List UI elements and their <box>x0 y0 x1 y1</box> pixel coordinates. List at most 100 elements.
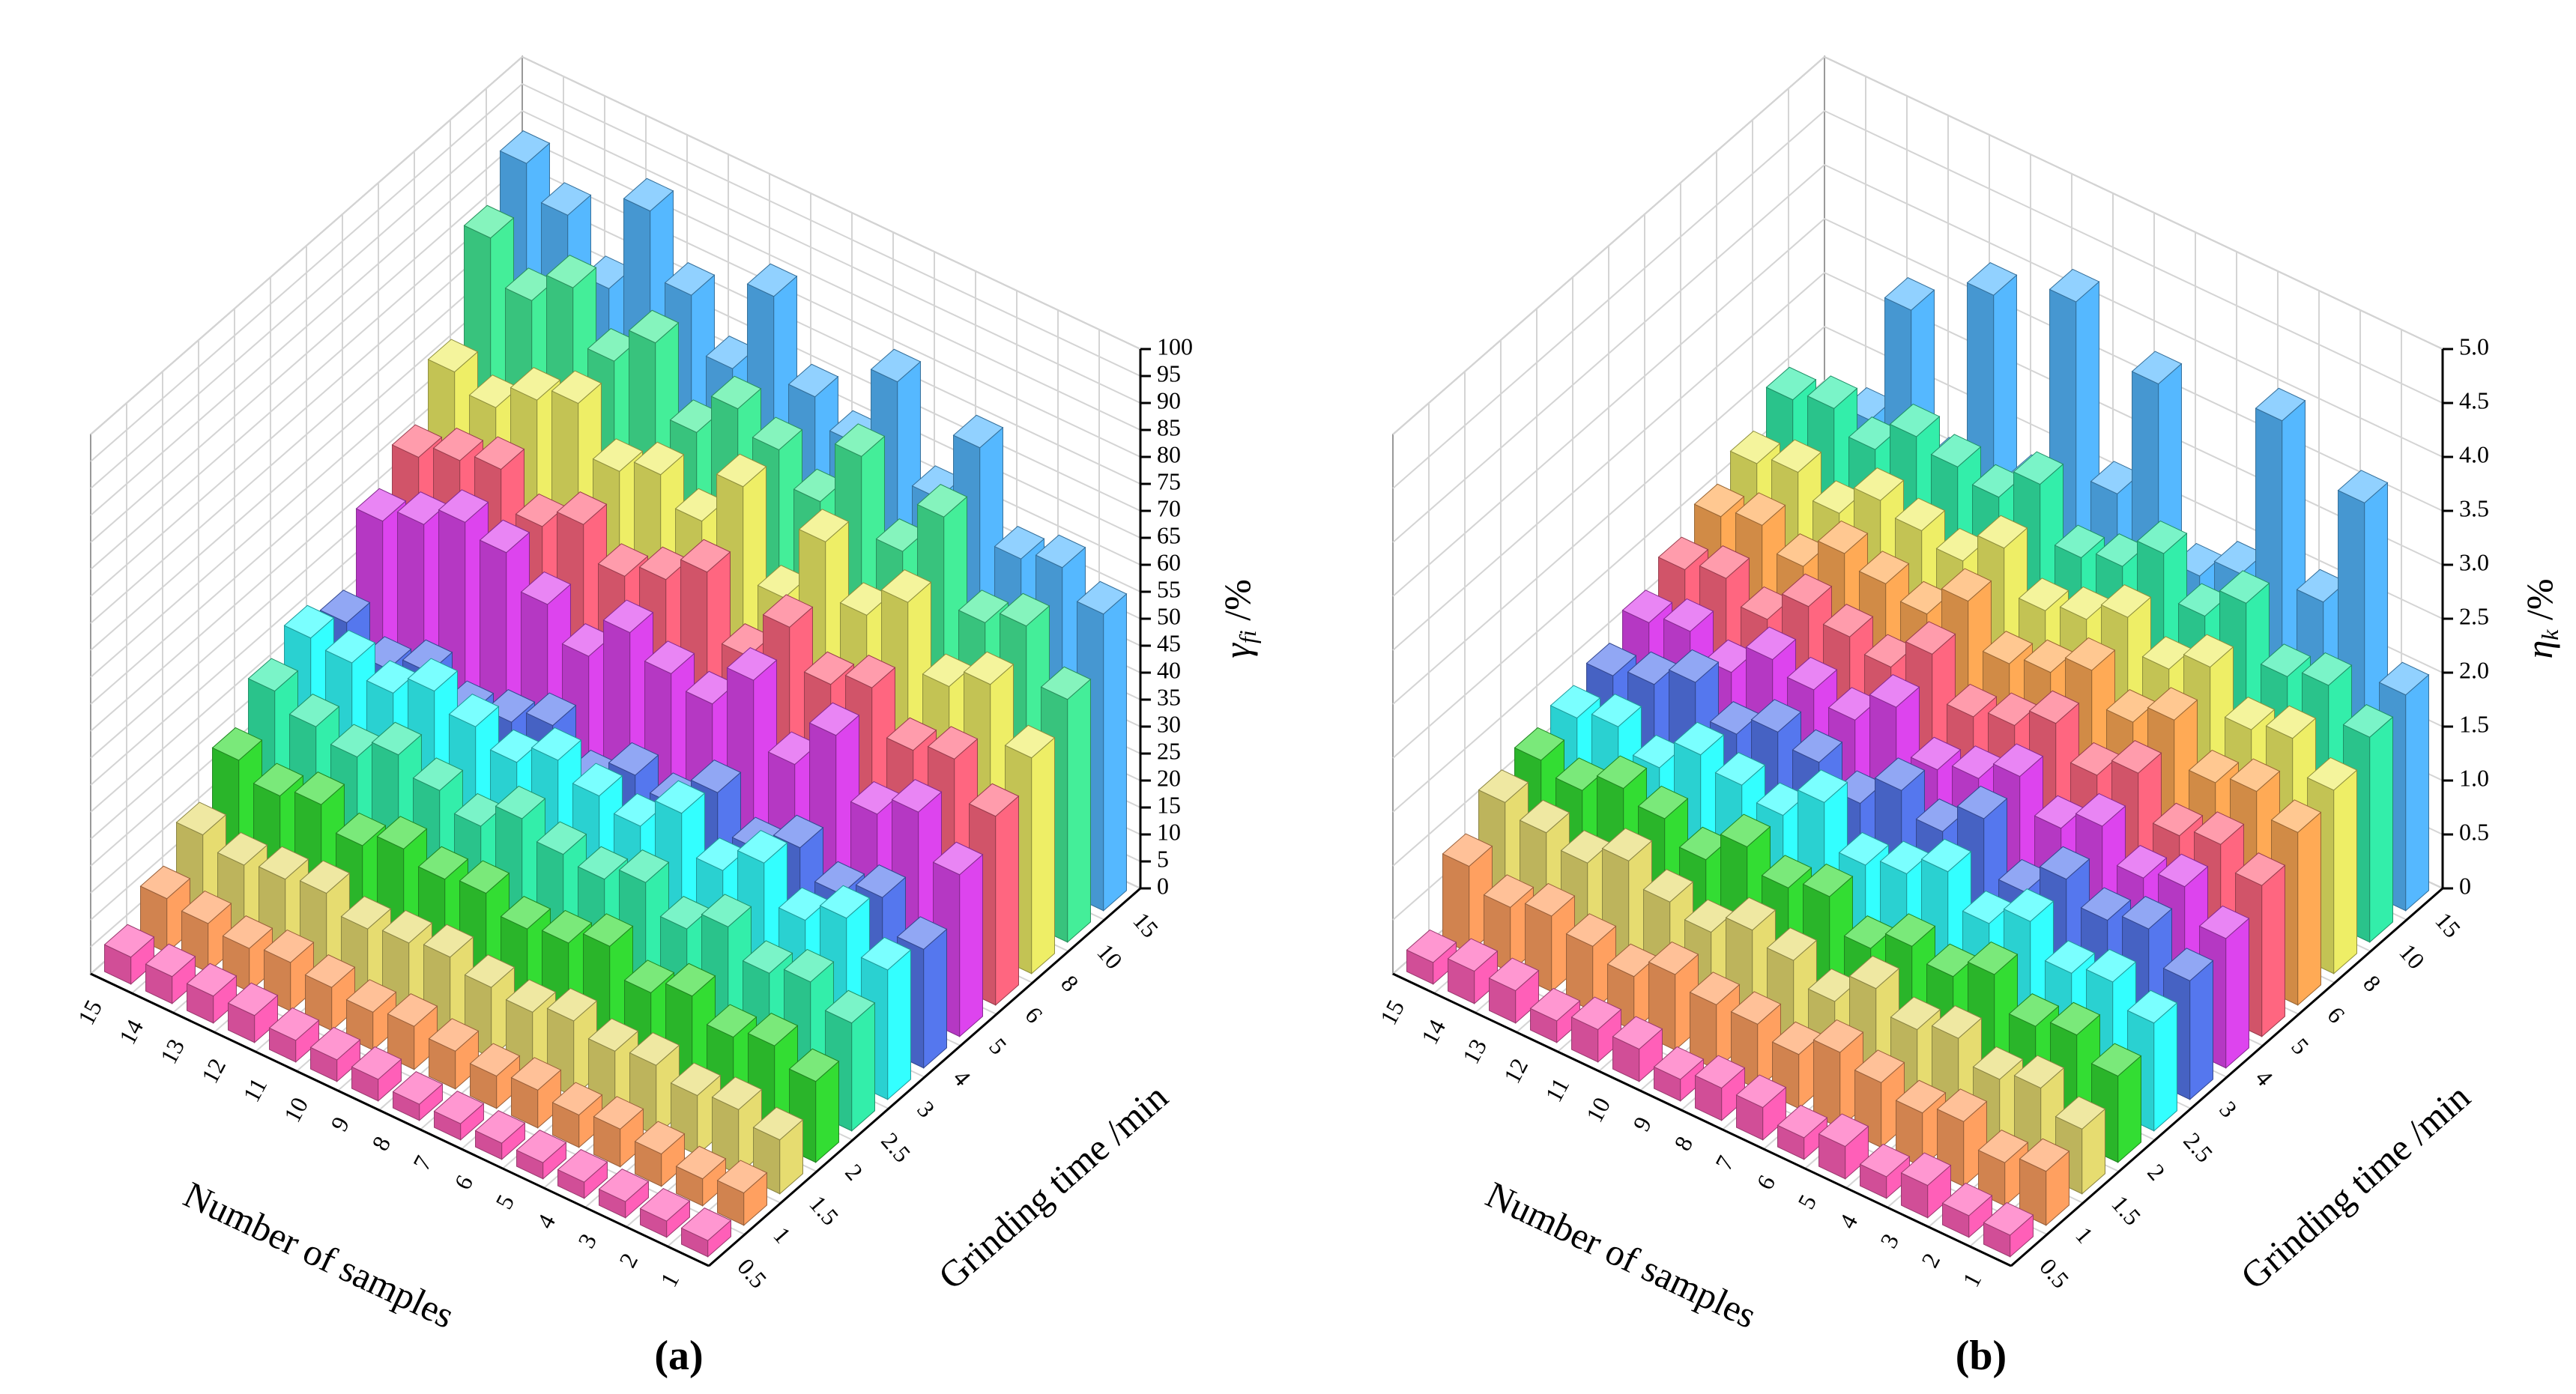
bar-top <box>783 948 835 983</box>
bar-top <box>803 651 855 685</box>
z-subscript: fi <box>1234 630 1261 643</box>
bar-top <box>376 816 428 849</box>
bar-top <box>474 436 525 470</box>
z-tick-label: 60 <box>1157 548 1181 575</box>
bar-top <box>1848 955 1900 990</box>
bar-top <box>1483 874 1535 908</box>
bar <box>227 982 279 1043</box>
bar-face-front <box>2405 673 2429 912</box>
bar-top <box>1930 434 1982 467</box>
bar <box>711 1076 763 1175</box>
grid-line <box>90 109 1141 489</box>
bar-top <box>299 860 351 894</box>
x-tick-label: 13 <box>154 1034 190 1068</box>
bar-top <box>392 1071 444 1105</box>
y-tick-label: 6 <box>2322 1001 2350 1028</box>
bar <box>1529 987 1581 1043</box>
bar-top <box>1040 666 1092 700</box>
bar-top <box>855 864 907 898</box>
bar-top <box>1519 799 1570 834</box>
bar-top <box>819 885 871 919</box>
x-axis <box>1392 972 2012 1267</box>
x-tick-label: 9 <box>325 1112 354 1136</box>
bar-top <box>402 639 453 673</box>
x-tick-label: 11 <box>1540 1073 1574 1106</box>
bar-top <box>2064 637 2116 671</box>
bar-top <box>103 924 155 958</box>
bar-top <box>536 821 587 855</box>
bar-top <box>428 1018 480 1052</box>
bar-top <box>608 742 659 776</box>
bar-top <box>1838 831 1890 866</box>
bar-top <box>438 489 489 523</box>
z-tick-label: 5.0 <box>2459 333 2489 360</box>
bar <box>309 1026 361 1082</box>
bar-top <box>916 484 968 518</box>
bar-top <box>665 963 716 997</box>
z-tick-label: 0 <box>1157 872 1169 899</box>
bar-top <box>1797 769 1848 803</box>
bar-top <box>1648 941 1699 975</box>
x-tick-label: 10 <box>1580 1093 1615 1127</box>
bar-top <box>459 860 510 894</box>
y-tick-label: 15 <box>1128 907 1164 943</box>
bar <box>1689 972 1741 1070</box>
bar-top <box>891 779 943 813</box>
bar-face-front <box>851 1001 875 1132</box>
grid-line <box>90 55 1141 435</box>
bar <box>428 1018 480 1090</box>
z-tick-label: 65 <box>1157 521 1181 548</box>
bar-top <box>1735 1074 1787 1109</box>
bar-top <box>1936 1088 1988 1122</box>
bar-top <box>577 846 629 880</box>
bar-top <box>211 727 263 761</box>
x-tick-label: 5 <box>490 1190 519 1213</box>
bar-top <box>530 727 582 761</box>
bar-top <box>664 262 716 296</box>
bar-top <box>1745 626 1797 661</box>
chart-panel: 0510152025303540455055606570758085909510… <box>72 55 1261 1379</box>
x-tick-label: 9 <box>1627 1112 1657 1136</box>
bar-top <box>1806 375 1858 409</box>
bar <box>392 1071 444 1121</box>
bar <box>1812 1019 1864 1129</box>
bar-top <box>1035 534 1086 569</box>
bar-top <box>2013 451 2064 485</box>
bar-top <box>927 726 979 760</box>
bar-top <box>387 993 438 1027</box>
bar-top <box>870 348 922 383</box>
bar-top <box>1514 727 1565 761</box>
bar-top <box>1673 721 1725 756</box>
bar-top <box>639 1188 691 1222</box>
bar-top <box>510 367 561 401</box>
bar <box>1983 1201 2034 1258</box>
bar-top <box>335 812 387 846</box>
bar-top <box>680 539 731 573</box>
bar-top <box>824 990 876 1024</box>
bar-top <box>592 438 644 472</box>
bar-top <box>1858 551 1910 584</box>
bar-top <box>1802 863 1854 897</box>
bar <box>2019 1138 2070 1226</box>
bar-top <box>546 987 598 1022</box>
bar-top <box>1621 590 1673 623</box>
bar-top <box>706 1004 758 1038</box>
bar-top <box>557 1149 608 1183</box>
bar-top <box>479 519 530 554</box>
bar-top <box>680 1207 732 1241</box>
chart-panel: 00.51.01.52.02.53.03.54.04.55.0123456789… <box>1374 55 2563 1379</box>
bar-top <box>1931 1005 1983 1039</box>
grid-line <box>1392 217 2443 597</box>
bar-top <box>469 1043 521 1077</box>
bar-top <box>2270 799 2322 833</box>
bar-top <box>618 849 670 883</box>
bar-top <box>1874 757 1926 791</box>
z-tick-label: 70 <box>1157 494 1181 521</box>
bar-top <box>968 783 1020 817</box>
bar-top <box>623 178 674 212</box>
bar <box>1570 996 1622 1063</box>
grid-line <box>1392 55 2443 435</box>
bar-top <box>556 491 608 525</box>
bar-top <box>1992 743 2044 778</box>
